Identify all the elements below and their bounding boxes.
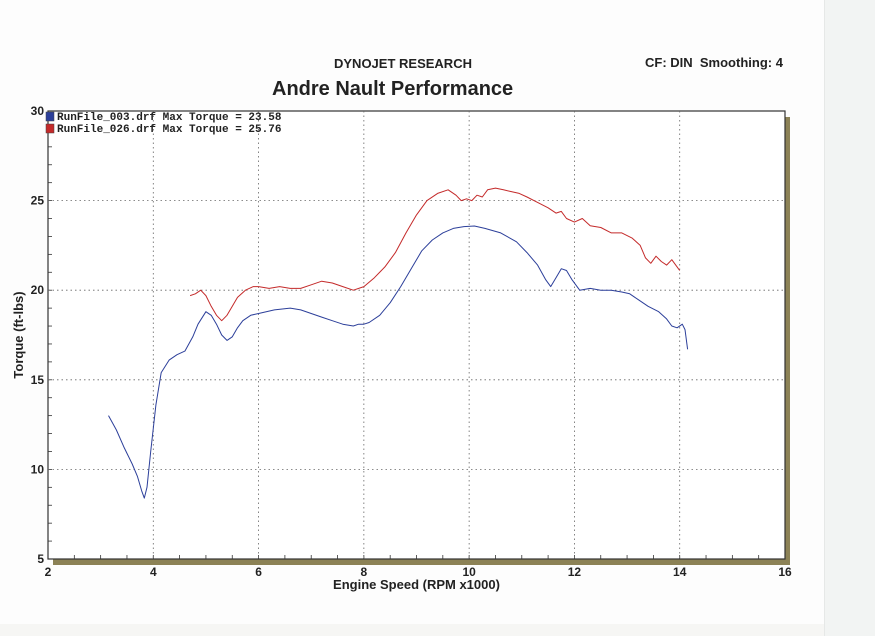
x-tick-label: 16	[778, 565, 792, 579]
chart-title: Andre Nault Performance	[272, 78, 514, 100]
y-tick-label: 30	[31, 104, 45, 118]
series-line-1	[108, 225, 689, 499]
y-tick-label: 10	[31, 462, 45, 476]
plot-area	[47, 110, 786, 560]
x-tick-label: 2	[45, 565, 52, 579]
x-tick-label: 8	[361, 565, 368, 579]
y-tick-label: 25	[31, 194, 45, 208]
y-tick-label: 20	[31, 283, 45, 297]
x-axis-title: Engine Speed (RPM x1000)	[333, 577, 500, 592]
x-tick-label: 4	[150, 565, 157, 579]
y-axis-title: Torque (ft-lbs)	[11, 291, 26, 378]
company-name: DYNOJET RESEARCH	[334, 56, 472, 71]
y-tick-label: 15	[31, 373, 45, 387]
legend-label: RunFile_026.drf Max Torque = 25.76	[57, 124, 281, 136]
legend-label: RunFile_003.drf Max Torque = 23.58	[57, 112, 282, 124]
legend-swatch	[45, 111, 55, 122]
scan-bottom-edge	[0, 624, 824, 636]
scan-edge	[824, 0, 875, 636]
x-tick-label: 6	[255, 565, 262, 579]
x-tick-label: 12	[568, 565, 582, 579]
series-line-2	[189, 187, 681, 322]
y-tick-label: 5	[37, 552, 44, 566]
x-tick-label: 14	[673, 565, 687, 579]
legend-swatch	[45, 123, 55, 134]
x-tick-label: 10	[462, 565, 476, 579]
dyno-settings: CF: DIN Smoothing: 4	[645, 55, 783, 70]
